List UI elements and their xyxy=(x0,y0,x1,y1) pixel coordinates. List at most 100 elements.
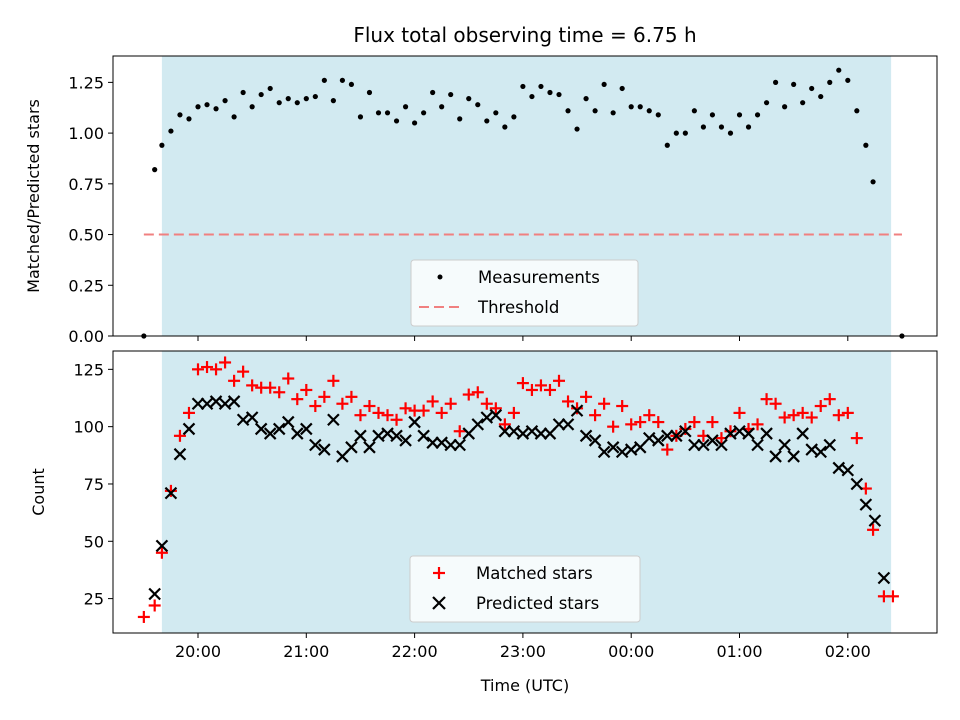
measurement-point xyxy=(348,81,355,88)
matched-star-point xyxy=(372,406,385,419)
matched-star-point xyxy=(246,379,259,392)
measurement-point xyxy=(439,104,445,110)
matched-star-point xyxy=(345,390,358,403)
predicted-star-point xyxy=(706,434,719,447)
matched-star-point xyxy=(148,599,161,612)
top-x-ticks xyxy=(197,336,849,341)
legend-matched-label: Matched stars xyxy=(476,564,593,583)
measurement-point xyxy=(691,108,697,114)
matched-star-point xyxy=(553,374,565,387)
measurement-point xyxy=(213,106,219,112)
predicted-star-point xyxy=(471,418,485,431)
measurement-point xyxy=(736,112,743,118)
measurement-point xyxy=(222,98,228,104)
measurement-point xyxy=(231,114,237,120)
predicted-star-point xyxy=(597,445,611,459)
matched-star-point xyxy=(580,390,593,403)
predicted-star-point xyxy=(173,447,187,461)
matched-star-point xyxy=(354,409,367,422)
matched-star-point xyxy=(543,383,556,396)
matched-star-point xyxy=(616,400,629,413)
matched-star-point xyxy=(219,356,232,369)
measurement-point xyxy=(745,124,752,130)
matched-star-point xyxy=(291,393,304,406)
chart-title: Flux total observing time = 6.75 h xyxy=(353,23,696,47)
predicted-star-point xyxy=(309,438,322,452)
matched-star-point xyxy=(832,409,845,422)
matched-star-point xyxy=(778,411,791,424)
measurement-point xyxy=(574,126,580,132)
predicted-star-point xyxy=(624,443,638,456)
legend-threshold-label: Threshold xyxy=(477,298,559,317)
matched-star-point xyxy=(399,402,412,415)
predicted-star-point xyxy=(606,441,620,454)
measurement-point xyxy=(836,67,842,73)
measurement-point xyxy=(240,89,246,96)
predicted-star-point xyxy=(769,450,782,463)
predicted-star-point xyxy=(182,422,196,436)
y-tick-label: 100 xyxy=(73,418,104,437)
measurement-point xyxy=(682,130,688,136)
matched-star-point xyxy=(661,443,674,456)
matched-star-point xyxy=(453,425,466,438)
predicted-star-point xyxy=(877,571,891,585)
predicted-star-point xyxy=(236,413,250,427)
predicted-star-point xyxy=(823,438,837,452)
measurement-point xyxy=(276,100,282,106)
matched-star-point xyxy=(751,418,764,431)
matched-star-point xyxy=(598,397,611,410)
matched-star-point xyxy=(652,416,665,429)
measurement-point xyxy=(285,96,291,102)
matched-star-point xyxy=(867,523,880,536)
matched-star-point xyxy=(787,409,800,422)
predicted-star-point xyxy=(670,429,683,443)
measurement-point xyxy=(258,91,264,98)
measurement-point xyxy=(303,96,309,102)
predicted-star-point xyxy=(688,438,701,452)
matched-star-point xyxy=(173,429,186,442)
predicted-star-point xyxy=(588,434,602,447)
measurement-point xyxy=(375,110,382,116)
measurement-point xyxy=(339,77,345,83)
measurement-point xyxy=(709,112,716,118)
matched-star-point xyxy=(498,418,511,431)
measurement-point xyxy=(773,79,779,85)
matched-star-point xyxy=(562,395,575,408)
measurement-point xyxy=(186,116,192,122)
predicted-star-point xyxy=(164,486,178,500)
measurement-point xyxy=(195,104,201,110)
predicted-star-point xyxy=(390,429,403,443)
predicted-star-point xyxy=(290,427,304,440)
legend-predicted-marker xyxy=(432,596,446,610)
predicted-star-point xyxy=(254,422,268,436)
measurement-point xyxy=(357,114,364,120)
matched-star-point xyxy=(814,400,827,413)
measurement-point xyxy=(700,124,707,130)
measurement-point xyxy=(664,142,670,148)
predicted-star-point xyxy=(218,397,232,411)
measurement-point xyxy=(800,100,806,106)
predicted-star-point xyxy=(868,514,882,527)
y-tick-label: 75 xyxy=(84,475,104,494)
measurement-point xyxy=(321,77,327,83)
measurement-point xyxy=(412,120,418,126)
matched-star-point xyxy=(318,390,331,403)
y-tick-label: 125 xyxy=(73,360,104,379)
matched-star-point xyxy=(733,406,746,419)
top-legend: Measurements Threshold xyxy=(410,259,639,327)
measurement-point xyxy=(502,124,508,130)
measurement-point xyxy=(466,96,472,102)
matched-star-point xyxy=(444,397,457,410)
measurement-point xyxy=(646,108,652,114)
matched-star-point xyxy=(724,425,737,438)
predicted-star-point xyxy=(272,422,286,436)
predicted-star-point xyxy=(417,429,430,443)
measurement-point xyxy=(854,108,860,114)
matched-star-point xyxy=(589,409,602,422)
matched-star-point xyxy=(155,546,168,559)
matched-star-point xyxy=(571,402,584,415)
predicted-star-point xyxy=(651,434,665,447)
predicted-star-point xyxy=(525,424,539,438)
predicted-star-point xyxy=(751,438,764,452)
measurement-point xyxy=(782,104,788,110)
